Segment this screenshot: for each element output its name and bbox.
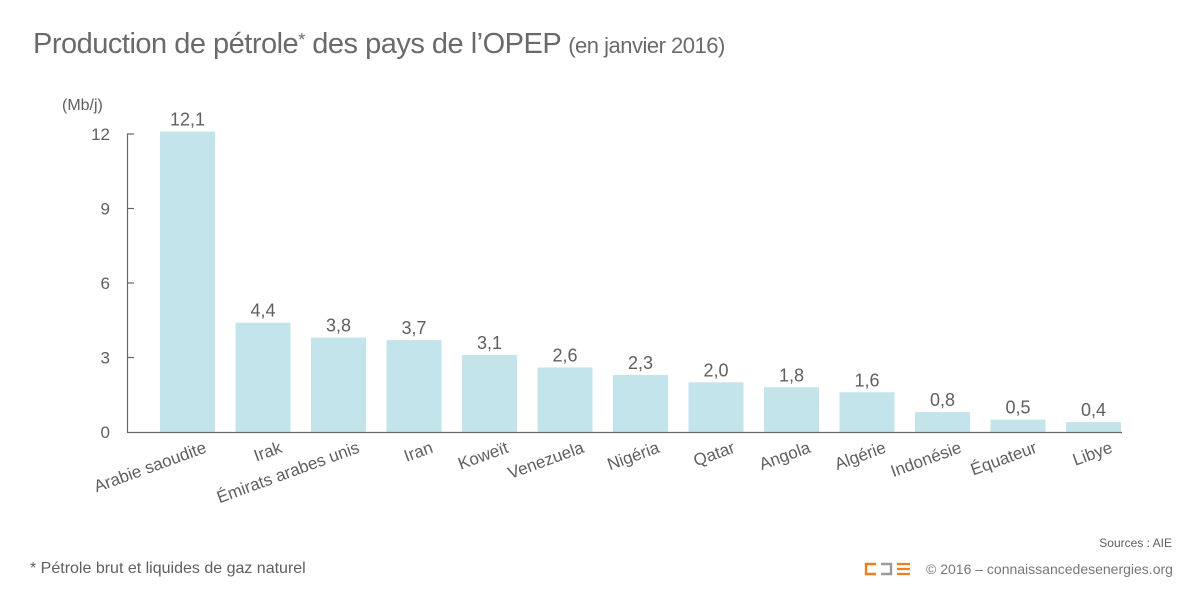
y-tick-label: 6 (101, 274, 110, 293)
x-tick-label: Venezuela (505, 438, 587, 483)
value-label: 3,1 (477, 333, 502, 353)
value-label: 1,8 (779, 365, 804, 385)
copyright-text: © 2016 – connaissancedesenergies.org (926, 561, 1173, 577)
x-tick-label: Nigéria (605, 438, 663, 474)
bar (764, 387, 819, 432)
title-asterisk: * (298, 30, 305, 50)
x-tick-label: Qatar (691, 438, 738, 471)
x-tick-label: Arabie saoudite (91, 438, 209, 496)
title-subtitle: (en janvier 2016) (568, 33, 725, 58)
x-tick-label: Angola (757, 438, 814, 474)
x-tick-label: Algérie (832, 438, 888, 474)
x-tick-label: Émirats arabes unis (214, 438, 362, 507)
value-label: 2,6 (552, 345, 577, 365)
value-label: 2,3 (628, 353, 653, 373)
value-label: 0,4 (1081, 400, 1106, 420)
x-tick-label: Koweït (456, 438, 512, 474)
cde-logo-icon (864, 562, 912, 576)
value-label: 12,1 (170, 110, 205, 130)
x-tick-label: Libye (1070, 438, 1115, 470)
y-tick-label: 12 (91, 125, 110, 144)
copyright-line: © 2016 – connaissancedesenergies.org (864, 561, 1173, 577)
title-rest: des pays de l’OPEP (304, 28, 561, 60)
title-main: Production de pétrole (33, 28, 299, 60)
bar (990, 419, 1046, 432)
bar (311, 337, 366, 432)
sources: Sources : AIE (1099, 536, 1172, 550)
bar (688, 382, 744, 432)
y-axis-label: (Mb/j) (62, 97, 103, 114)
bar (1066, 422, 1121, 432)
bar (235, 322, 291, 432)
bar (386, 340, 442, 432)
value-label: 3,8 (326, 316, 351, 336)
bar (462, 355, 517, 432)
x-tick-label: Irak (251, 438, 285, 466)
footnote: * Pétrole brut et liquides de gaz nature… (30, 560, 306, 577)
value-label: 4,4 (250, 301, 275, 321)
bar (613, 374, 668, 432)
value-label: 2,0 (703, 360, 728, 380)
bars (160, 131, 1121, 432)
value-label: 1,6 (854, 370, 879, 390)
value-label: 0,5 (1005, 398, 1030, 418)
chart-title: Production de pétrole* des pays de l’OPE… (33, 28, 725, 61)
x-tick-label: Iran (401, 438, 435, 466)
x-tick-label: Indonésie (888, 438, 964, 481)
value-label: 0,8 (930, 390, 955, 410)
bar (537, 367, 593, 432)
bar (160, 131, 215, 432)
bar (839, 392, 895, 432)
y-tick-label: 9 (101, 200, 110, 219)
value-labels: 12,1 4,4 3,8 3,7 3,1 2,6 2,3 2,0 1,8 1,6 0,8 0,5 0,4 (170, 110, 1106, 421)
x-tick-label: Équateur (968, 438, 1040, 480)
y-tick-label: 0 (101, 423, 110, 442)
y-tick-label: 3 (101, 349, 110, 368)
bar (915, 412, 970, 432)
y-axis: 0 3 6 9 12 (91, 125, 134, 442)
value-label: 3,7 (401, 318, 426, 338)
